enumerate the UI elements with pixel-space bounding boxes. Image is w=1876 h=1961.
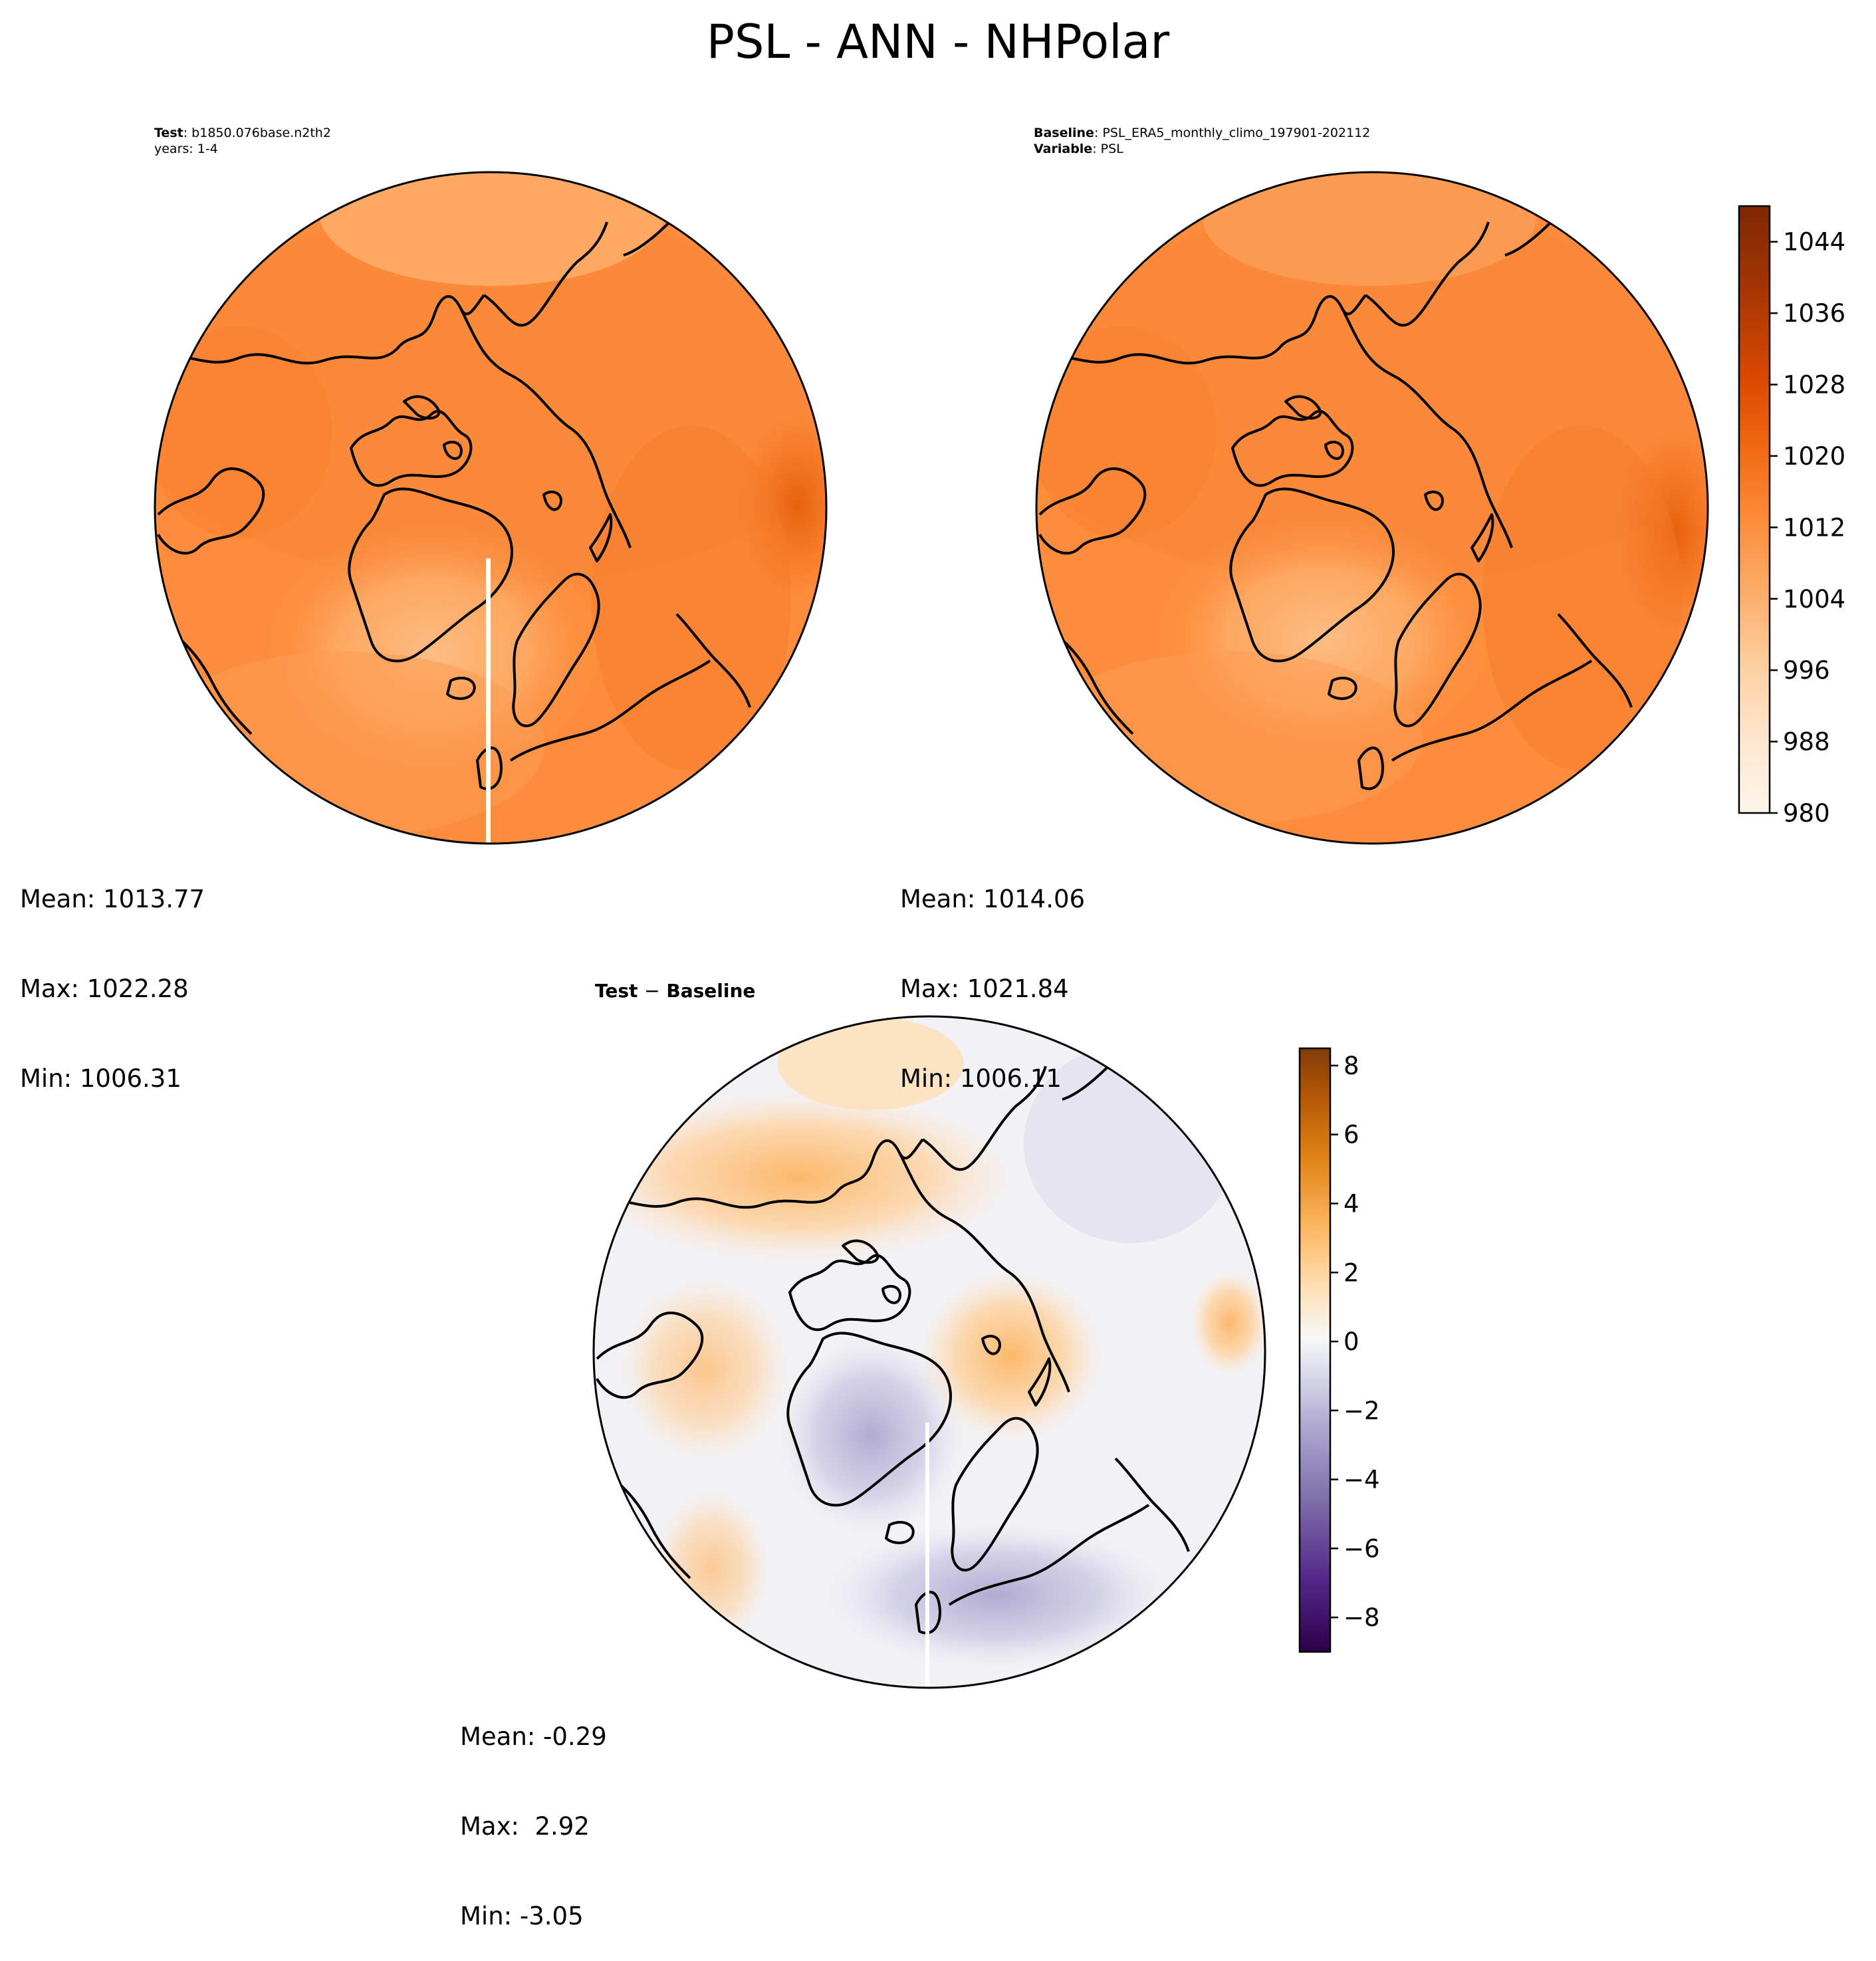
diff-colorbar-tick-label: −6: [1344, 1534, 1380, 1563]
figure-canvas: 980 988 996 1004 1012 1020 1028 1036 1044 8 6 4 2 0 −…: [154, 171, 1845, 1689]
main-colorbar: 980 988 996 1004 1012 1020 1028 1036 1044: [1738, 205, 1845, 828]
baseline-map-band-west: [1036, 326, 1217, 538]
test-map-band-east: [592, 425, 791, 771]
test-stats: Mean: 1013.77 Max: 1022.28 Min: 1006.31: [20, 824, 205, 1123]
test-panel-title: Test: b1850.076base.n2th2: [154, 125, 331, 141]
difference-min: Min: -3.05: [460, 1902, 584, 1930]
baseline-variable-value: PSL: [1100, 142, 1123, 156]
test-years: years: 1-4: [154, 142, 218, 156]
baseline-case-name: PSL_ERA5_monthly_climo_197901-202112: [1102, 126, 1371, 140]
test-seam: [486, 558, 491, 844]
test-max: Max: 1022.28: [20, 975, 189, 1003]
test-map-high-north: [319, 172, 665, 286]
figure-title: PSL - ANN - NHPolar: [706, 15, 1170, 69]
main-colorbar-bar: [1738, 205, 1771, 814]
test-label-key: Test: [154, 126, 183, 140]
test-map: [154, 171, 828, 845]
baseline-map-border: [1035, 171, 1709, 845]
main-colorbar-tick-label: 1004: [1783, 585, 1845, 614]
diff-colorbar-tick-label: 2: [1344, 1258, 1359, 1287]
test-min: Min: 1006.31: [20, 1064, 181, 1093]
difference-anom-greenland: [778, 1336, 964, 1536]
difference-map-border: [592, 1015, 1266, 1689]
main-colorbar-tick-label: 988: [1783, 728, 1830, 756]
baseline-variable: Variable: PSL: [1034, 141, 1123, 157]
test-case-name: b1850.076base.n2th2: [191, 126, 331, 140]
baseline-map-trough: [1037, 651, 1423, 824]
main-colorbar-tick-label: 996: [1783, 656, 1830, 685]
baseline-min: Min: 1006.11: [900, 1064, 1062, 1093]
test-label-sep: :: [183, 126, 192, 140]
baseline-variable-sep: :: [1092, 142, 1101, 156]
diff-colorbar-bar: [1298, 1047, 1332, 1653]
test-mean: Mean: 1013.77: [20, 885, 205, 913]
difference-anom-alaska: [618, 1276, 791, 1462]
main-colorbar-tick-label: 1028: [1783, 371, 1845, 400]
difference-map: [592, 1015, 1266, 1689]
main-colorbar-ticks: 980 988 996 1004 1012 1020 1028 1036 1044: [1770, 228, 1845, 828]
difference-mean: Mean: -0.29: [460, 1722, 607, 1751]
diff-colorbar-tick-label: 6: [1344, 1121, 1359, 1149]
diff-colorbar-tick-label: 4: [1344, 1189, 1359, 1218]
difference-max: Max: 2.92: [460, 1812, 590, 1841]
diff-colorbar-tick-label: −4: [1344, 1466, 1380, 1494]
difference-stats: Mean: -0.29 Max: 2.92 Min: -3.05: [460, 1662, 607, 1961]
difference-title-sep: −: [644, 980, 660, 1002]
difference-anom-siberia: [594, 1090, 1017, 1263]
difference-anom-north: [778, 1017, 964, 1110]
difference-anom-pacific: [651, 1489, 771, 1649]
diff-colorbar-tick-label: −2: [1344, 1397, 1380, 1425]
test-map-border: [154, 171, 828, 845]
test-map-high-east: [738, 412, 826, 598]
baseline-map: [1035, 171, 1709, 845]
difference-seam: [925, 1423, 929, 1688]
difference-anom-atlantic: [824, 1522, 1170, 1669]
diff-colorbar-tick-label: −8: [1344, 1603, 1380, 1632]
baseline-label-sep: :: [1094, 126, 1103, 140]
main-colorbar-tick-label: 1036: [1783, 299, 1845, 328]
main-colorbar-tick-label: 1044: [1783, 228, 1845, 257]
difference-anom-east: [1190, 1270, 1265, 1376]
main-colorbar-tick-label: 1012: [1783, 513, 1845, 542]
baseline-map-band-east: [1482, 425, 1682, 771]
baseline-label-key: Baseline: [1034, 126, 1094, 140]
diff-colorbar-tick-label: 8: [1344, 1052, 1359, 1080]
diff-colorbar-tick-label: 0: [1344, 1327, 1359, 1356]
test-map-band-west: [155, 326, 332, 538]
baseline-max: Max: 1021.84: [900, 975, 1069, 1003]
main-colorbar-tick-label: 980: [1783, 799, 1830, 828]
difference-anom-pole: [917, 1270, 1104, 1442]
main-colorbar-tick-label: 1020: [1783, 442, 1845, 471]
test-map-band: [155, 213, 826, 585]
baseline-stats: Mean: 1014.06 Max: 1021.84 Min: 1006.11: [900, 824, 1085, 1123]
difference-panel-title: Test − Baseline: [595, 980, 755, 1002]
diff-colorbar-ticks: 8 6 4 2 0 −2 −4 −6 −8: [1330, 1052, 1380, 1632]
baseline-map-band: [1036, 213, 1708, 585]
baseline-map-high-north: [1203, 172, 1536, 286]
baseline-variable-key: Variable: [1034, 142, 1093, 156]
difference-title-a: Test: [595, 980, 638, 1002]
baseline-mean: Mean: 1014.06: [900, 885, 1086, 913]
diff-colorbar: 8 6 4 2 0 −2 −4 −6 −8: [1298, 1047, 1380, 1653]
difference-title-b: Baseline: [666, 980, 756, 1002]
baseline-panel-title: Baseline: PSL_ERA5_monthly_climo_197901-…: [1034, 125, 1370, 141]
